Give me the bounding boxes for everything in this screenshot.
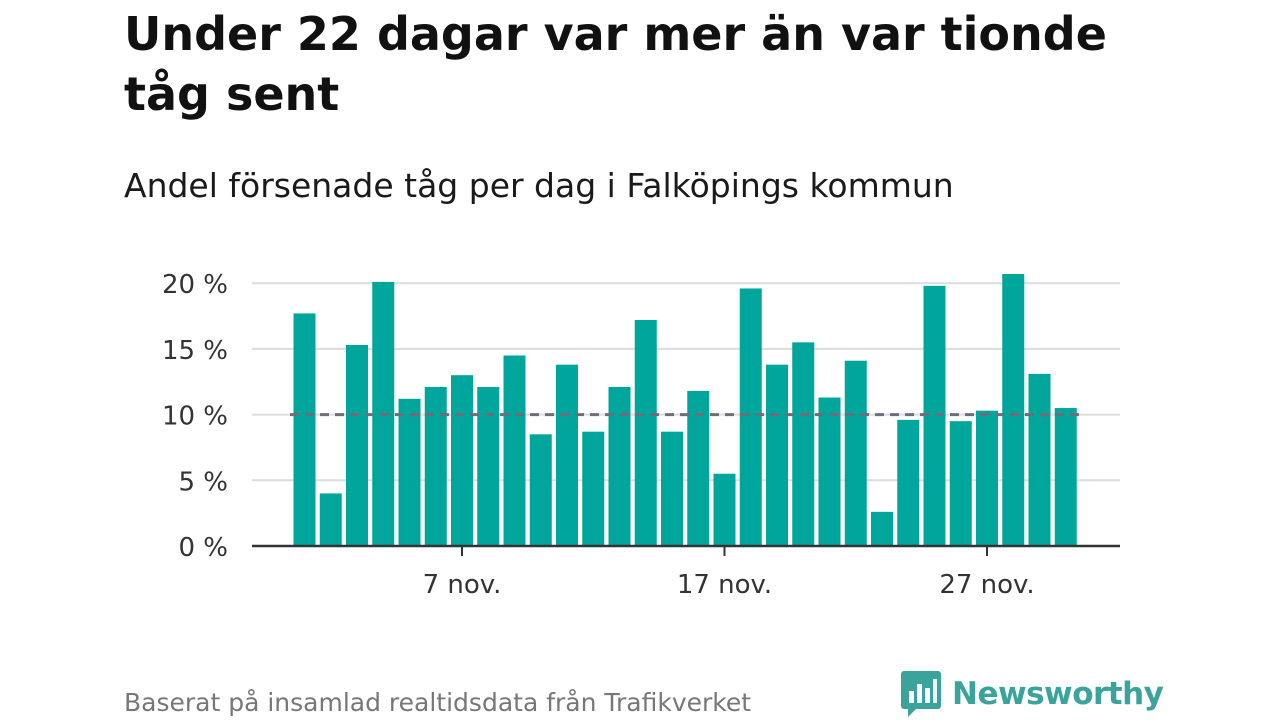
x-tick-labels: 7 nov. 17 nov. 27 nov.	[423, 570, 1035, 600]
bars	[293, 274, 1077, 546]
bar	[1054, 408, 1077, 546]
bar	[976, 410, 998, 546]
bar	[818, 397, 841, 546]
bar	[451, 375, 473, 546]
bar	[634, 319, 657, 546]
bar-chart: 0 % 5 % 10 % 15 % 20 % 7 nov. 17 nov. 27 nov.	[162, 270, 1120, 600]
bar	[398, 398, 421, 546]
bar	[608, 387, 631, 546]
y-tick-labels: 0 % 5 % 10 % 15 % 20 %	[162, 270, 228, 563]
x-tick-label: 27 nov.	[939, 570, 1034, 600]
newsworthy-logo: Newsworthy	[900, 668, 1164, 720]
bar	[424, 387, 447, 546]
bar	[556, 364, 578, 546]
bar	[844, 360, 867, 546]
y-tick-label: 0 %	[178, 533, 228, 563]
bar	[713, 473, 736, 546]
bar	[687, 390, 710, 546]
y-tick-label: 5 %	[178, 467, 228, 497]
x-tick-label: 17 nov.	[677, 570, 772, 600]
newsworthy-logo-icon	[901, 671, 941, 717]
bar	[529, 434, 552, 546]
x-axis	[252, 544, 1120, 556]
x-tick-label: 7 nov.	[423, 570, 502, 600]
bar	[346, 344, 368, 546]
y-tick-label: 20 %	[162, 270, 228, 300]
bar	[477, 387, 500, 546]
bar	[1002, 274, 1025, 546]
bar	[661, 431, 683, 546]
bar	[503, 355, 526, 546]
chart-subtitle: Andel försenade tåg per dag i Falköpings…	[124, 166, 954, 205]
y-tick-label: 10 %	[162, 402, 228, 432]
y-tick-label: 15 %	[162, 336, 228, 366]
bar	[923, 285, 946, 546]
bar	[792, 342, 815, 546]
bar	[897, 419, 920, 546]
logo-text: Newsworthy	[952, 676, 1164, 712]
bar	[949, 421, 972, 546]
bar	[1028, 373, 1051, 546]
source-note: Baserat på insamlad realtidsdata från Tr…	[124, 688, 752, 717]
bar	[293, 313, 316, 546]
bar	[766, 364, 788, 546]
bar	[871, 511, 893, 546]
bar	[582, 431, 605, 546]
bar	[739, 288, 762, 546]
chart-title: Under 22 dagar var mer än var tionde tåg…	[124, 7, 1107, 121]
bar	[319, 493, 342, 546]
